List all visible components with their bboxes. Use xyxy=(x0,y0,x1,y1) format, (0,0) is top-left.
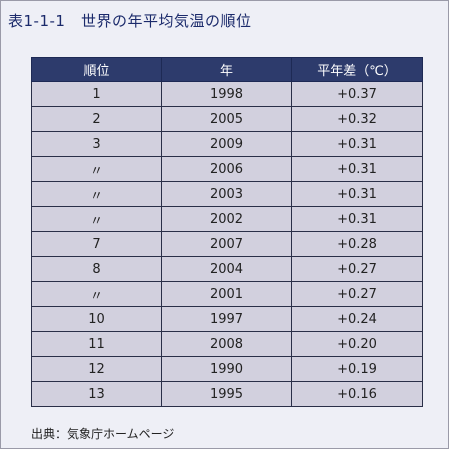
year-cell: 2004 xyxy=(161,256,292,282)
anomaly-cell: +0.28 xyxy=(291,231,423,257)
rank-cell: 3 xyxy=(31,131,162,157)
table-row: 1 1998 +0.37 xyxy=(31,81,423,107)
table-row: 〃 2006 +0.31 xyxy=(31,156,423,182)
column-header-anomaly: 平年差（℃） xyxy=(291,57,423,82)
anomaly-cell: +0.24 xyxy=(291,306,423,332)
table-row: 13 1995 +0.16 xyxy=(31,381,423,407)
column-header-year: 年 xyxy=(161,57,292,82)
year-cell: 2002 xyxy=(161,206,292,232)
rank-cell: 12 xyxy=(31,356,162,382)
table-row: 〃 2001 +0.27 xyxy=(31,281,423,307)
rank-cell: 13 xyxy=(31,381,162,407)
year-cell: 1998 xyxy=(161,81,292,107)
anomaly-cell: +0.16 xyxy=(291,381,423,407)
year-cell: 2003 xyxy=(161,181,292,207)
table-row: 2 2005 +0.32 xyxy=(31,106,423,132)
table-row: 8 2004 +0.27 xyxy=(31,256,423,282)
table-row: 10 1997 +0.24 xyxy=(31,306,423,332)
rank-cell: 8 xyxy=(31,256,162,282)
anomaly-cell: +0.31 xyxy=(291,131,423,157)
year-cell: 1995 xyxy=(161,381,292,407)
year-cell: 2009 xyxy=(161,131,292,157)
table-row: 〃 2002 +0.31 xyxy=(31,206,423,232)
table-body: 1 1998 +0.37 2 2005 +0.32 3 2009 +0.31 〃… xyxy=(31,81,423,407)
table-row: 7 2007 +0.28 xyxy=(31,231,423,257)
rank-cell: 10 xyxy=(31,306,162,332)
rank-cell: 7 xyxy=(31,231,162,257)
table-title: 表1-1-1 世界の年平均気温の順位 xyxy=(8,12,252,30)
year-cell: 2005 xyxy=(161,106,292,132)
anomaly-cell: +0.31 xyxy=(291,206,423,232)
rank-cell: 〃 xyxy=(31,206,162,232)
table-header-row: 順位 年 平年差（℃） xyxy=(31,57,423,82)
year-cell: 2008 xyxy=(161,331,292,357)
anomaly-cell: +0.31 xyxy=(291,156,423,182)
year-cell: 2006 xyxy=(161,156,292,182)
rank-cell: 〃 xyxy=(31,156,162,182)
year-cell: 2007 xyxy=(161,231,292,257)
source-note: 出典：気象庁ホームページ xyxy=(31,427,175,441)
table-row: 〃 2003 +0.31 xyxy=(31,181,423,207)
ranking-table: 順位 年 平年差（℃） 1 1998 +0.37 2 2005 +0.32 3 … xyxy=(31,57,423,407)
anomaly-cell: +0.19 xyxy=(291,356,423,382)
table-row: 3 2009 +0.31 xyxy=(31,131,423,157)
anomaly-cell: +0.27 xyxy=(291,256,423,282)
table-row: 12 1990 +0.19 xyxy=(31,356,423,382)
rank-cell: 2 xyxy=(31,106,162,132)
year-cell: 2001 xyxy=(161,281,292,307)
anomaly-cell: +0.31 xyxy=(291,181,423,207)
rank-cell: 〃 xyxy=(31,181,162,207)
rank-cell: 11 xyxy=(31,331,162,357)
anomaly-cell: +0.27 xyxy=(291,281,423,307)
column-header-rank: 順位 xyxy=(31,57,162,82)
year-cell: 1997 xyxy=(161,306,292,332)
rank-cell: 〃 xyxy=(31,281,162,307)
table-row: 11 2008 +0.20 xyxy=(31,331,423,357)
anomaly-cell: +0.32 xyxy=(291,106,423,132)
rank-cell: 1 xyxy=(31,81,162,107)
year-cell: 1990 xyxy=(161,356,292,382)
anomaly-cell: +0.37 xyxy=(291,81,423,107)
anomaly-cell: +0.20 xyxy=(291,331,423,357)
